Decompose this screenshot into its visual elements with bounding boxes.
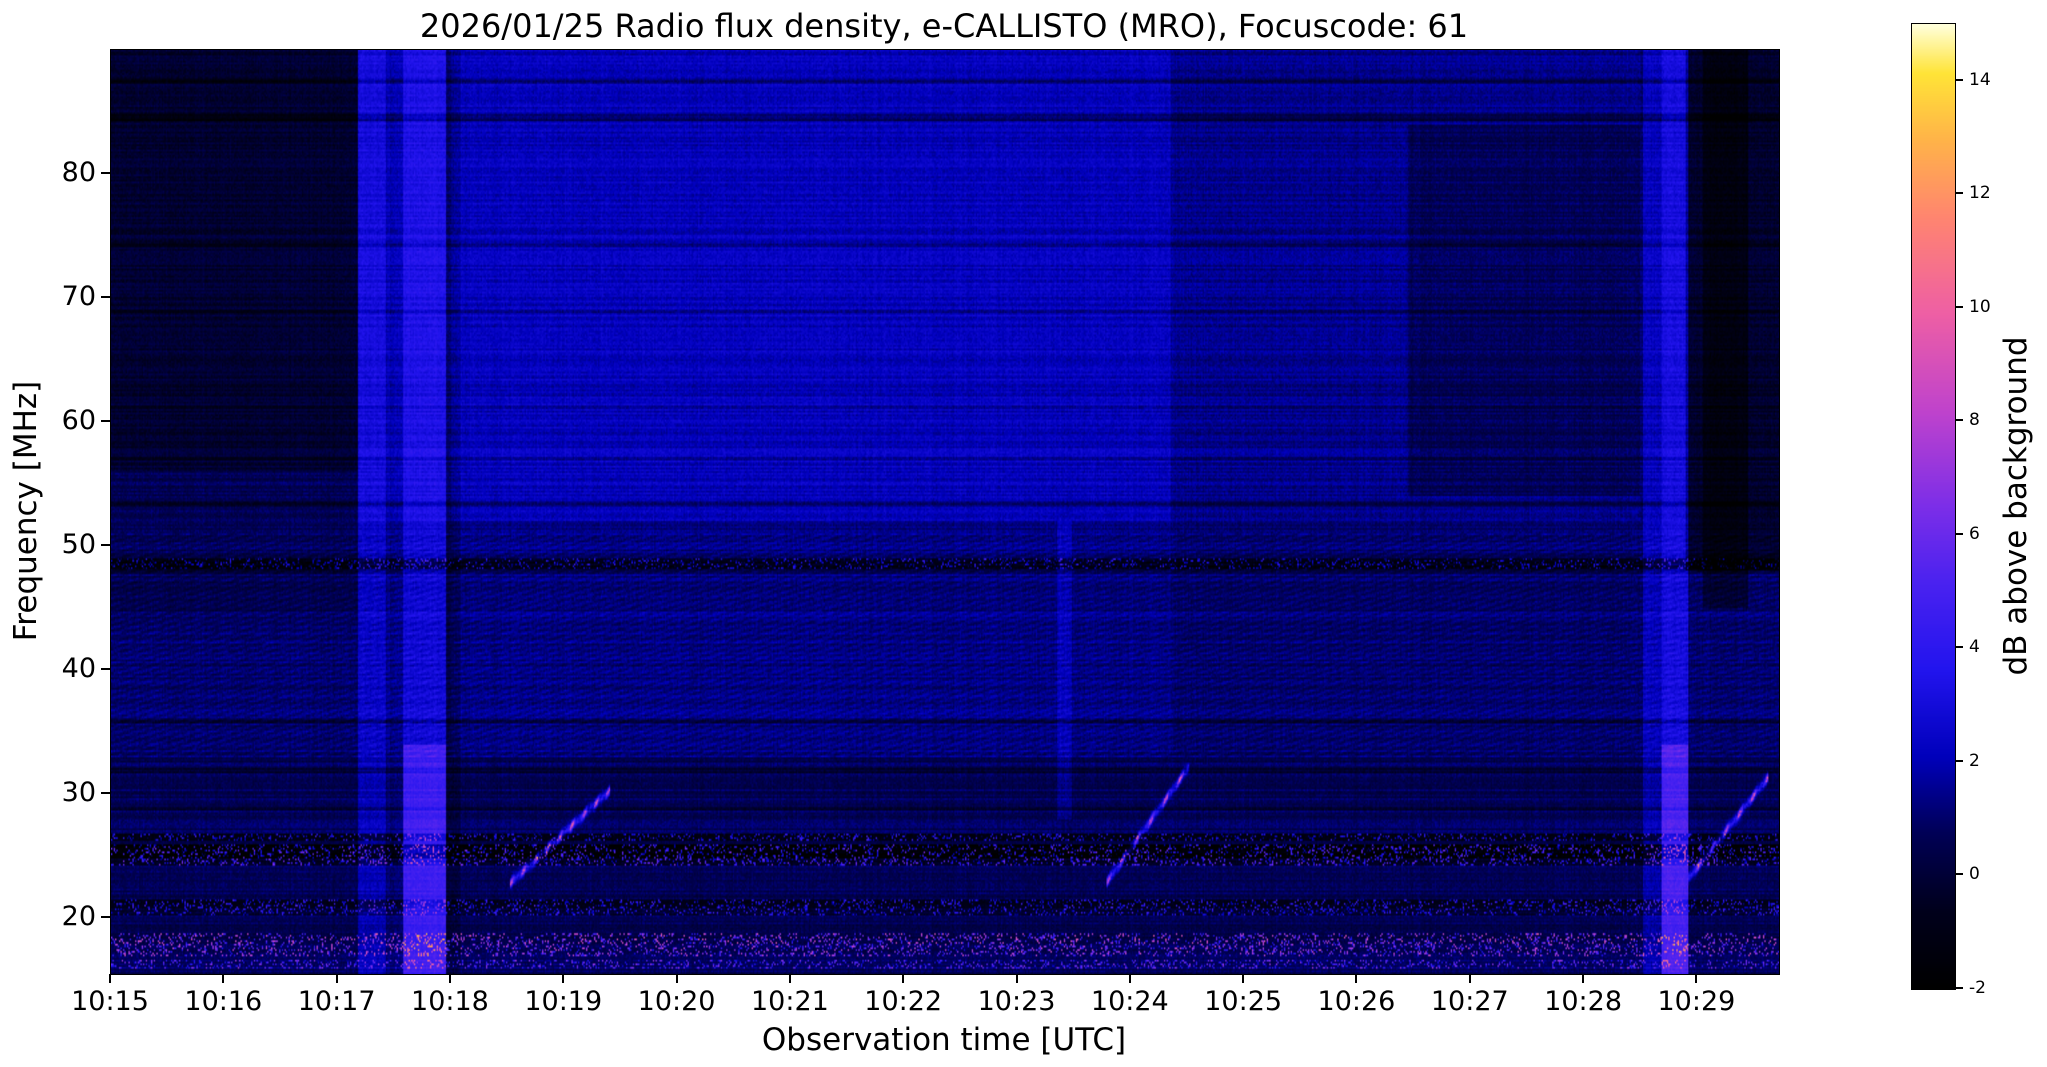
y-tick-label: 70 (61, 281, 96, 313)
x-tick-mark (222, 974, 225, 983)
colorbar-tick-label: 14 (1969, 69, 1991, 90)
x-tick-mark (562, 974, 565, 983)
colorbar-tick-label: 0 (1969, 864, 1980, 885)
y-tick-label: 20 (61, 901, 96, 933)
y-tick-mark (101, 544, 110, 547)
x-tick-mark (1242, 974, 1245, 983)
chart-title: 2026/01/25 Radio flux density, e-CALLIST… (419, 7, 1469, 45)
y-tick-label: 60 (61, 405, 96, 437)
x-tick-mark (1355, 974, 1358, 983)
x-tick-mark (109, 974, 111, 983)
colorbar-label: dB above background (1998, 336, 2034, 676)
x-tick-mark (1695, 974, 1698, 983)
colorbar-tick-mark (1955, 78, 1963, 81)
colorbar-tick-mark (1955, 759, 1963, 762)
y-tick-label: 40 (61, 653, 96, 685)
colorbar-tick-mark (1955, 192, 1963, 195)
y-tick-label: 50 (61, 529, 96, 561)
colorbar-tick-label: -2 (1969, 978, 1986, 998)
x-tick-mark (1128, 974, 1131, 983)
colorbar-tick-mark (1955, 305, 1963, 308)
y-tick-label: 30 (61, 777, 96, 809)
x-tick-label: 10:25 (1204, 986, 1283, 1017)
colorbar-tick-label: 8 (1969, 410, 1980, 431)
x-tick-label: 10:28 (1544, 986, 1622, 1017)
x-tick-label: 10:21 (750, 986, 829, 1017)
colorbar-tick-label: 12 (1969, 183, 1991, 204)
x-tick-mark (902, 974, 905, 983)
colorbar-gradient-canvas (1912, 24, 1955, 989)
x-tick-mark (335, 974, 338, 983)
x-tick-label: 10:16 (184, 986, 263, 1017)
y-tick-mark (101, 420, 110, 423)
colorbar-tick-label: 4 (1969, 637, 1980, 658)
colorbar (1911, 23, 1956, 990)
colorbar-tick-mark (1955, 419, 1963, 422)
colorbar-tick-label: 6 (1969, 523, 1980, 544)
x-tick-mark (1582, 974, 1585, 983)
x-tick-label: 10:18 (411, 986, 489, 1017)
y-tick-mark (101, 668, 110, 671)
x-tick-label: 10:23 (977, 986, 1056, 1017)
colorbar-tick-mark (1955, 873, 1963, 876)
x-tick-label: 10:19 (524, 986, 603, 1017)
colorbar-tick-mark (1955, 646, 1963, 649)
x-tick-label: 10:15 (71, 986, 149, 1017)
y-tick-mark (101, 296, 110, 299)
x-tick-label: 10:26 (1317, 986, 1396, 1017)
colorbar-tick-label: 10 (1969, 296, 1991, 317)
x-tick-label: 10:24 (1090, 986, 1169, 1017)
plot-area (110, 49, 1780, 975)
x-axis-label: Observation time [UTC] (761, 1022, 1127, 1058)
x-tick-mark (448, 974, 451, 983)
colorbar-tick-label: 2 (1969, 750, 1980, 771)
spectrogram-canvas (111, 50, 1779, 974)
x-tick-label: 10:20 (637, 986, 716, 1017)
y-tick-label: 80 (61, 157, 96, 189)
y-tick-mark (101, 172, 110, 175)
x-tick-mark (1468, 974, 1471, 983)
colorbar-tick-mark (1955, 532, 1963, 535)
x-tick-mark (788, 974, 791, 983)
x-tick-label: 10:17 (297, 986, 376, 1017)
colorbar-tick-mark (1955, 987, 1963, 989)
x-tick-label: 10:22 (864, 986, 943, 1017)
x-tick-label: 10:29 (1657, 986, 1736, 1017)
x-tick-label: 10:27 (1430, 986, 1509, 1017)
x-tick-mark (1015, 974, 1018, 983)
x-tick-mark (675, 974, 678, 983)
y-tick-mark (101, 792, 110, 795)
y-tick-mark (101, 916, 110, 919)
